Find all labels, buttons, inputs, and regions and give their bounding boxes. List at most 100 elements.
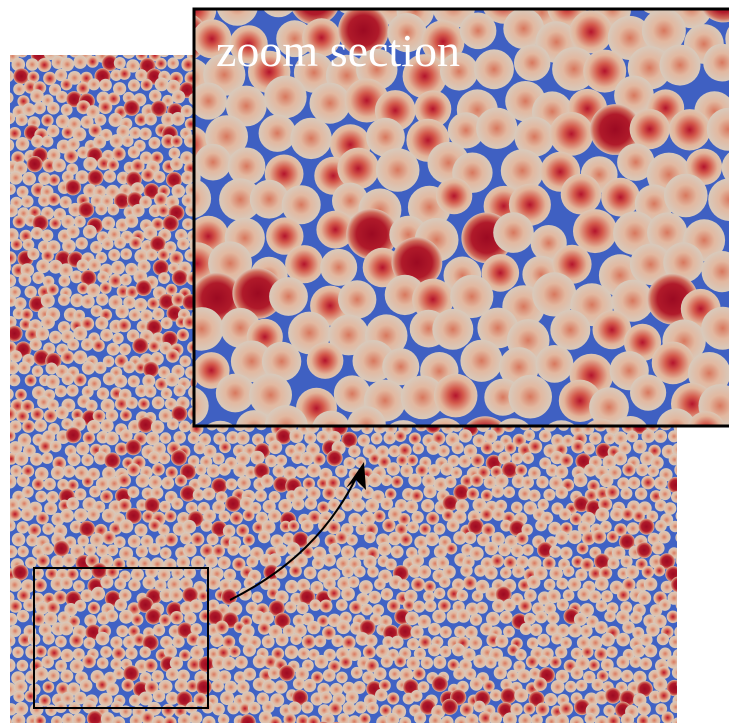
cell: [236, 431, 250, 445]
cell: [490, 554, 504, 568]
cell: [584, 489, 598, 502]
cell: [47, 669, 60, 682]
cell: [354, 456, 367, 468]
cell: [31, 365, 44, 377]
cell: [413, 600, 426, 613]
cell: [435, 177, 473, 215]
cell: [362, 645, 376, 659]
cell: [96, 544, 109, 558]
cell: [14, 452, 29, 466]
cell: [439, 645, 452, 658]
cell: [423, 485, 437, 499]
cell: [129, 714, 143, 723]
cell: [469, 613, 483, 626]
cell: [90, 533, 104, 547]
cell: [307, 463, 321, 478]
cell: [10, 612, 18, 626]
cell: [160, 387, 173, 400]
cell: [242, 643, 256, 657]
cell: [150, 486, 164, 500]
cell: [225, 495, 242, 512]
cell: [222, 656, 236, 671]
cell: [66, 225, 80, 239]
cell: [66, 497, 80, 510]
cell: [12, 564, 29, 581]
cell: [599, 520, 612, 533]
cell: [114, 598, 128, 612]
cell: [167, 577, 182, 592]
cell: [548, 521, 562, 535]
cell: [374, 578, 386, 590]
cell: [0, 208, 2, 220]
cell: [436, 556, 450, 570]
cell: [670, 576, 677, 593]
cell: [341, 565, 354, 578]
cell: [580, 624, 593, 638]
cell: [145, 608, 162, 625]
cell: [492, 440, 505, 453]
cell: [227, 702, 240, 715]
cell: [433, 523, 446, 535]
cell: [306, 715, 321, 723]
cell: [620, 669, 634, 683]
cell: [35, 601, 49, 615]
cell: [425, 532, 439, 547]
cell: [328, 543, 341, 556]
cell: [98, 100, 113, 114]
cell: [249, 179, 289, 219]
cell: [154, 33, 166, 45]
cell: [141, 168, 155, 182]
cell: [620, 601, 633, 614]
cell: [604, 687, 622, 704]
cell: [0, 614, 2, 627]
cell: [198, 656, 215, 673]
cell: [575, 656, 590, 671]
cell: [178, 420, 191, 433]
cell: [455, 499, 470, 513]
cell: [213, 432, 226, 445]
cell: [23, 444, 36, 457]
cell: [474, 49, 514, 90]
cell: [595, 621, 608, 634]
cell: [622, 462, 636, 477]
cell: [45, 374, 60, 389]
cell: [307, 620, 321, 635]
cell: [242, 509, 255, 522]
cell: [502, 598, 516, 612]
cell: [10, 92, 14, 104]
cell: [10, 443, 12, 453]
cell: [335, 599, 348, 611]
cell: [621, 507, 635, 521]
cell: [312, 410, 351, 426]
cell: [184, 612, 197, 625]
cell: [543, 602, 557, 615]
cell: [10, 354, 12, 363]
cell: [659, 44, 701, 86]
cell: [614, 523, 627, 537]
cell: [69, 633, 84, 648]
cell: [495, 634, 509, 648]
cell: [151, 396, 165, 410]
cell: [138, 398, 150, 410]
cell: [182, 218, 194, 231]
cell: [355, 523, 368, 535]
cell: [10, 286, 21, 298]
cell: [59, 263, 73, 278]
cell: [177, 237, 190, 250]
cell: [286, 542, 301, 556]
cell: [472, 498, 487, 512]
cell: [532, 272, 577, 317]
cell: [82, 654, 96, 669]
cell: [105, 609, 119, 623]
cell: [16, 521, 29, 534]
cell: [521, 523, 533, 536]
cell: [373, 667, 387, 681]
cell: [151, 670, 164, 683]
cell: [421, 20, 465, 64]
cell: [135, 545, 148, 558]
cell: [560, 637, 572, 649]
cell: [493, 212, 534, 253]
cell: [506, 669, 519, 682]
cell: [382, 636, 395, 648]
cell: [424, 599, 437, 613]
